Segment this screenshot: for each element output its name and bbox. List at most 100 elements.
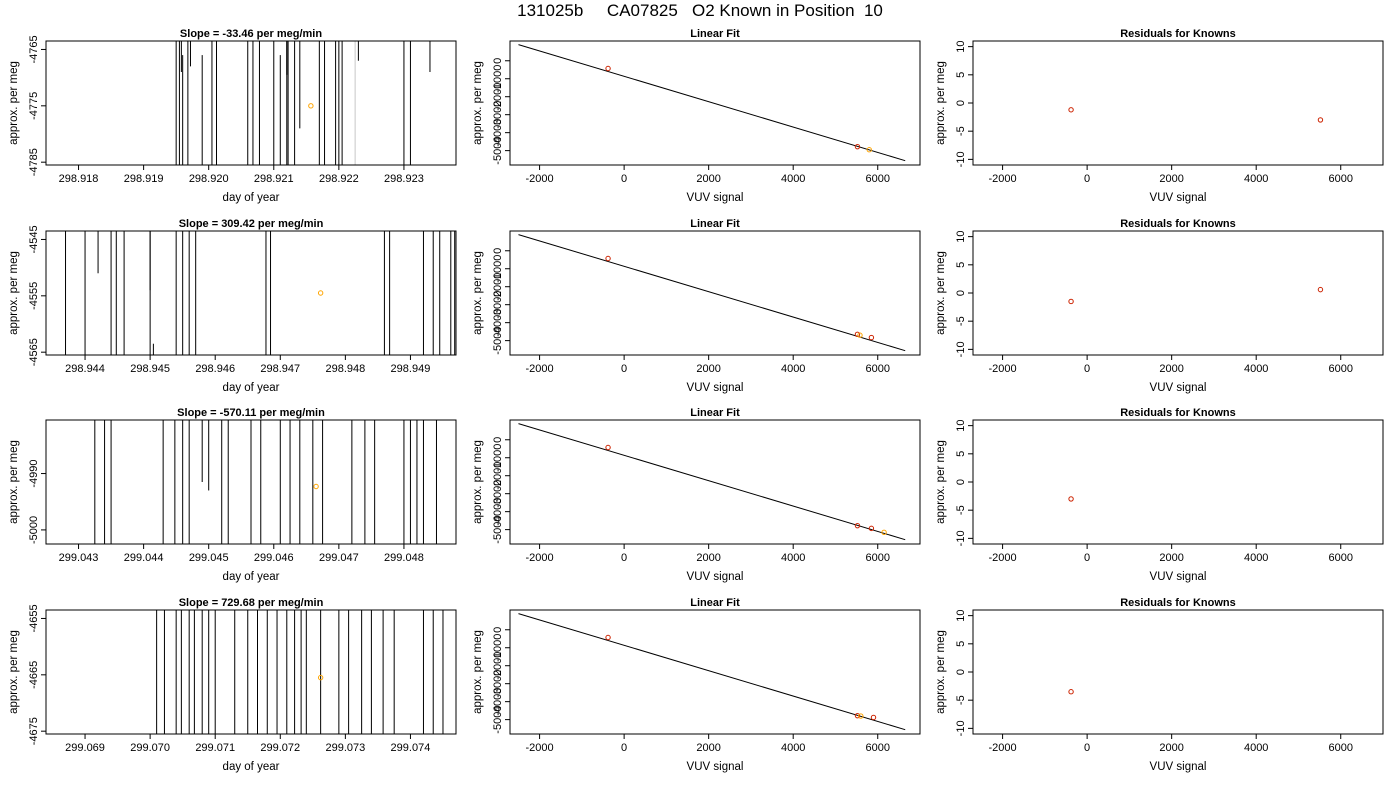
y-tick-label: -5000: [492, 327, 504, 355]
panel-title: Residuals for Knowns: [1120, 218, 1236, 230]
data-point: [1068, 107, 1074, 113]
data-point: [1068, 298, 1074, 305]
x-tick-label: 6000: [865, 742, 889, 754]
plot-frame: [972, 609, 1384, 735]
data-point: [858, 713, 864, 719]
plot-frame: [45, 40, 457, 166]
data-layer: [518, 423, 906, 541]
data-point: [1317, 286, 1324, 293]
y-tick-label: -5: [955, 316, 967, 326]
data-point: [854, 522, 861, 529]
x-axis-label: VUV signal: [1150, 571, 1207, 583]
panel-title: Residuals for Knowns: [1120, 407, 1236, 419]
x-tick-label: 299.045: [189, 552, 229, 564]
x-tick-label: 4000: [781, 173, 805, 185]
panel-title: Slope = 729.68 per meg/min: [179, 597, 324, 609]
x-axis-label: VUV signal: [687, 761, 744, 773]
x-tick-label: 2000: [696, 742, 720, 754]
x-tick-label: 298.919: [124, 173, 164, 185]
data-point: [605, 65, 611, 72]
data-point: [317, 674, 324, 681]
panel-title: Residuals for Knowns: [1120, 597, 1236, 609]
y-tick-label: 10: [955, 41, 967, 53]
y-axis-label: approx. per meg: [935, 251, 947, 335]
data-layer: [1068, 496, 1074, 502]
data-point: [1068, 689, 1074, 695]
x-tick-label: 298.949: [391, 363, 431, 375]
y-axis-label: approx. per meg: [935, 630, 947, 714]
x-tick-label: 4000: [1244, 173, 1268, 185]
x-tick-label: 4000: [1244, 363, 1268, 375]
x-tick-label: 299.069: [65, 742, 105, 754]
x-tick-label: 298.944: [65, 363, 105, 375]
x-tick-label: -2000: [989, 173, 1017, 185]
data-point: [317, 290, 324, 296]
y-tick-label: -5: [955, 505, 967, 515]
x-tick-label: 2000: [1159, 173, 1183, 185]
data-point: [308, 103, 314, 109]
y-tick-label: -5: [955, 126, 967, 136]
y-axis-label: approx. per meg: [8, 61, 20, 145]
plot-frame: [509, 609, 921, 735]
panel-title: Linear Fit: [690, 28, 740, 40]
data-layer: [1068, 286, 1324, 305]
y-tick-label: -1000: [492, 255, 504, 283]
x-tick-label: 0: [621, 363, 627, 375]
y-tick-label: -4000: [492, 309, 504, 337]
y-tick-label: -4990: [28, 459, 40, 487]
data-point: [870, 714, 877, 721]
y-axis-label: approx. per meg: [472, 61, 484, 145]
panel-time-series-row-4: Slope = 729.68 per meg/min 299.069 299.070…: [8, 597, 457, 773]
y-tick-label: -4000: [492, 119, 504, 147]
panel-residuals-row-4: Residuals for Knowns -2000 0 2000 4000 6000 -1…: [935, 597, 1384, 773]
data-point: [605, 255, 611, 262]
data-point: [854, 143, 861, 150]
y-tick-label: -5000: [492, 516, 504, 544]
plot-frame: [45, 230, 457, 356]
panel-title: Slope = -570.11 per meg/min: [177, 407, 325, 419]
y-tick-label: -4545: [28, 225, 40, 253]
x-tick-label: -2000: [526, 363, 554, 375]
x-tick-label: 0: [1084, 173, 1090, 185]
y-tick-label: 5: [955, 641, 967, 647]
y-tick-label: 0: [955, 290, 967, 296]
x-tick-label: 299.046: [254, 552, 294, 564]
y-axis-label: approx. per meg: [8, 440, 20, 524]
x-tick-label: 0: [1084, 742, 1090, 754]
x-tick-label: 298.947: [260, 363, 300, 375]
data-point: [605, 634, 611, 641]
x-tick-label: 4000: [781, 552, 805, 564]
y-tick-label: 0: [492, 627, 504, 633]
x-axis-label: day of year: [223, 192, 280, 204]
y-axis-label: approx. per meg: [8, 630, 20, 714]
fit-line: [518, 44, 906, 162]
panel-residuals-row-2: Residuals for Knowns -2000 0 2000 4000 6000 -1…: [935, 218, 1384, 394]
y-axis-label: approx. per meg: [472, 251, 484, 335]
y-tick-label: 0: [492, 437, 504, 443]
x-tick-label: 299.072: [260, 742, 300, 754]
x-tick-label: 0: [621, 552, 627, 564]
x-axis-label: VUV signal: [1150, 192, 1207, 204]
x-tick-label: -2000: [526, 742, 554, 754]
y-tick-label: -2000: [492, 83, 504, 111]
x-tick-label: 6000: [1328, 363, 1352, 375]
plot-frame: [509, 419, 921, 545]
x-tick-label: 2000: [696, 173, 720, 185]
data-layer: [94, 420, 437, 544]
x-tick-label: -2000: [989, 363, 1017, 375]
panel-fit-row-4: Linear Fit -2000 0 2000 4000 6000 -5000-4000-3…: [472, 597, 921, 773]
y-tick-label: 10: [955, 231, 967, 243]
data-point: [866, 147, 872, 153]
x-tick-label: 298.923: [384, 173, 424, 185]
y-tick-label: -3000: [492, 291, 504, 319]
data-layer: [518, 44, 906, 162]
x-tick-label: 299.070: [130, 742, 170, 754]
x-tick-label: 2000: [1159, 742, 1183, 754]
x-tick-label: 299.044: [124, 552, 164, 564]
y-tick-label: -3000: [492, 101, 504, 129]
y-tick-label: -10: [955, 341, 967, 357]
y-tick-label: -4565: [28, 338, 40, 366]
x-tick-label: 299.047: [319, 552, 359, 564]
y-tick-label: -4655: [28, 604, 40, 632]
data-point: [881, 529, 887, 536]
